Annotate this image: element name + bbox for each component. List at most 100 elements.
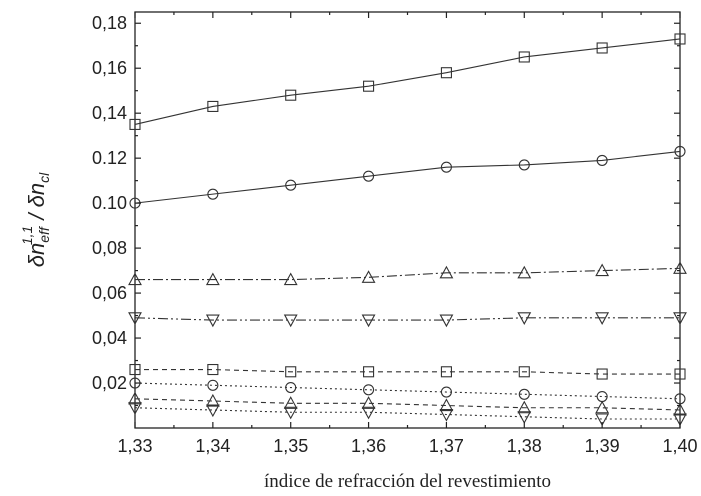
data-point — [673, 413, 687, 427]
data-point — [674, 368, 686, 380]
series-group — [128, 33, 687, 427]
series-line — [134, 407, 680, 420]
x-tick-label: 1,38 — [507, 436, 542, 456]
x-tick-label: 1,37 — [429, 436, 464, 456]
data-point — [596, 42, 608, 54]
series-8 — [128, 402, 687, 427]
data-point — [363, 366, 375, 378]
y-tick-label: 0,04 — [92, 328, 127, 348]
data-point — [518, 159, 530, 171]
series-2 — [129, 145, 686, 209]
series-5 — [129, 363, 686, 380]
data-point — [285, 179, 297, 191]
data-point — [205, 404, 220, 418]
y-tick-label: 0.10 — [92, 193, 127, 213]
data-point — [283, 314, 298, 328]
data-point — [674, 33, 686, 45]
data-point — [440, 366, 452, 378]
data-point — [128, 272, 142, 286]
y-tick-label: 0,16 — [92, 58, 127, 78]
data-point — [128, 402, 142, 415]
series-6 — [129, 377, 686, 405]
data-point — [129, 363, 141, 376]
series-line — [134, 38, 681, 125]
series-line — [134, 150, 681, 204]
series-line — [134, 382, 681, 400]
series-line — [134, 317, 680, 321]
plot-frame — [134, 11, 681, 429]
data-point — [207, 188, 219, 200]
data-point — [205, 314, 220, 328]
data-point — [517, 312, 532, 325]
data-point — [596, 368, 608, 380]
data-point — [517, 265, 532, 279]
y-tick-label: 0,06 — [92, 283, 127, 303]
data-point — [673, 312, 687, 325]
data-point — [207, 100, 219, 112]
y-tick-label: 0,02 — [92, 373, 127, 393]
data-point — [440, 67, 452, 79]
data-point — [361, 396, 376, 409]
y-tick-label: 0,08 — [92, 238, 127, 258]
data-point — [595, 400, 610, 414]
data-point — [285, 381, 297, 394]
x-tick-label: 1,36 — [351, 436, 386, 456]
data-point — [439, 398, 454, 412]
series-1 — [129, 33, 686, 130]
data-point — [285, 89, 297, 101]
data-point — [439, 314, 454, 328]
x-tick-label: 1,33 — [117, 436, 152, 456]
x-axis-label: índice de refracción del revestimiento — [264, 471, 551, 492]
data-point — [205, 393, 220, 407]
data-point — [363, 170, 375, 182]
data-point — [207, 379, 219, 391]
series-line — [135, 267, 681, 281]
data-point — [361, 314, 376, 328]
ticks-group: 1,33 1,34 1,35 1,36 1,37 1,38 1,39 1,40 0,02 0,04… — [92, 12, 698, 456]
data-point — [440, 386, 452, 398]
x-tick-label: 1,34 — [195, 436, 230, 456]
data-point — [361, 406, 376, 420]
data-point — [128, 391, 142, 405]
series-line — [134, 398, 681, 411]
y-axis-label: δneff1,1 / δncl — [19, 172, 52, 267]
data-point — [363, 384, 375, 396]
data-point — [207, 363, 219, 376]
data-point — [518, 51, 530, 63]
y-axis-label-sub: eff — [36, 225, 52, 243]
data-point — [595, 413, 610, 427]
data-point — [283, 272, 298, 286]
y-axis-label-sub2: cl — [36, 172, 52, 183]
plot-area — [134, 11, 681, 429]
data-point — [440, 161, 452, 173]
y-axis-label-sep: / δn — [24, 183, 49, 226]
data-point — [129, 118, 141, 130]
data-point — [517, 400, 532, 414]
data-point — [673, 261, 687, 274]
y-tick-label: 0,18 — [92, 13, 127, 33]
data-point — [361, 270, 376, 283]
data-point — [128, 312, 142, 325]
series-4 — [128, 312, 687, 328]
data-point — [674, 145, 686, 157]
series-3 — [128, 261, 687, 286]
y-axis-label-main: δn — [24, 243, 49, 267]
data-point — [518, 388, 530, 400]
series-line — [135, 368, 680, 375]
y-tick-label: 0.12 — [92, 148, 127, 168]
x-tick-label: 1,39 — [585, 436, 620, 456]
y-axis-label-sup: 1,1 — [19, 226, 35, 245]
data-point — [595, 312, 610, 325]
data-point — [595, 263, 610, 277]
data-point — [283, 396, 298, 409]
data-point — [363, 80, 375, 92]
data-point — [596, 154, 608, 166]
data-point — [205, 272, 220, 286]
data-point — [439, 265, 454, 279]
x-tick-label: 1,40 — [662, 436, 697, 456]
data-point — [518, 366, 530, 378]
data-point — [439, 408, 454, 422]
data-point — [673, 402, 687, 416]
x-tick-label: 1,35 — [273, 436, 308, 456]
